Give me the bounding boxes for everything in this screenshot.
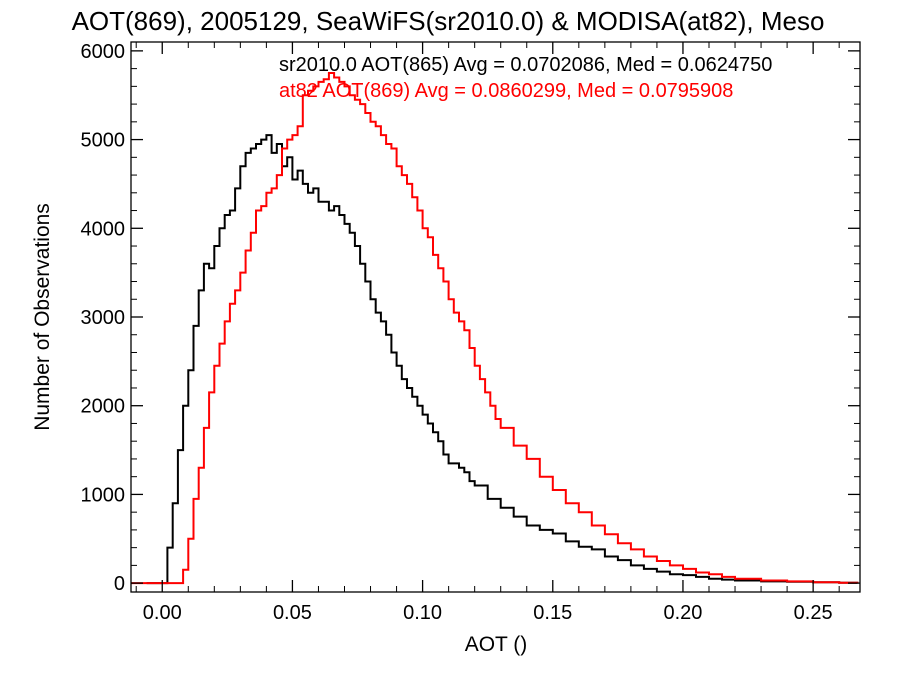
series-layer — [131, 72, 859, 585]
series-line-at82 — [131, 72, 859, 585]
chart-title: AOT(869), 2005129, SeaWiFS(sr2010.0) & M… — [72, 6, 825, 36]
y-tick-label: 4000 — [81, 218, 126, 240]
x-tick-label: 0.00 — [143, 602, 182, 624]
legend-entry-at82: at82 AOT(869) Avg = 0.0860299, Med = 0.0… — [279, 80, 733, 102]
axes-layer: 0.00 0.05 0.10 0.15 0.20 0.25 0 1000 2000 3000 400… — [81, 41, 861, 624]
y-tick-label: 0 — [114, 573, 125, 595]
x-tick-label: 0.25 — [794, 602, 833, 624]
y-tick-label: 2000 — [81, 396, 126, 418]
series-line-sr2010 — [146, 134, 859, 585]
x-axis-label: AOT () — [465, 633, 528, 656]
y-tick-label: 3000 — [81, 307, 126, 329]
legend-entry-sr2010: sr2010.0 AOT(865) Avg = 0.0702086, Med =… — [279, 54, 772, 76]
x-tick-label: 0.15 — [533, 602, 572, 624]
y-tick-label: 6000 — [81, 41, 126, 63]
x-tick-label: 0.05 — [273, 602, 312, 624]
y-tick-label: 5000 — [81, 130, 126, 152]
y-tick-label: 1000 — [81, 484, 126, 506]
x-tick-label: 0.10 — [403, 602, 442, 624]
x-tick-label: 0.20 — [663, 602, 702, 624]
y-axis-label: Number of Observations — [31, 203, 54, 431]
